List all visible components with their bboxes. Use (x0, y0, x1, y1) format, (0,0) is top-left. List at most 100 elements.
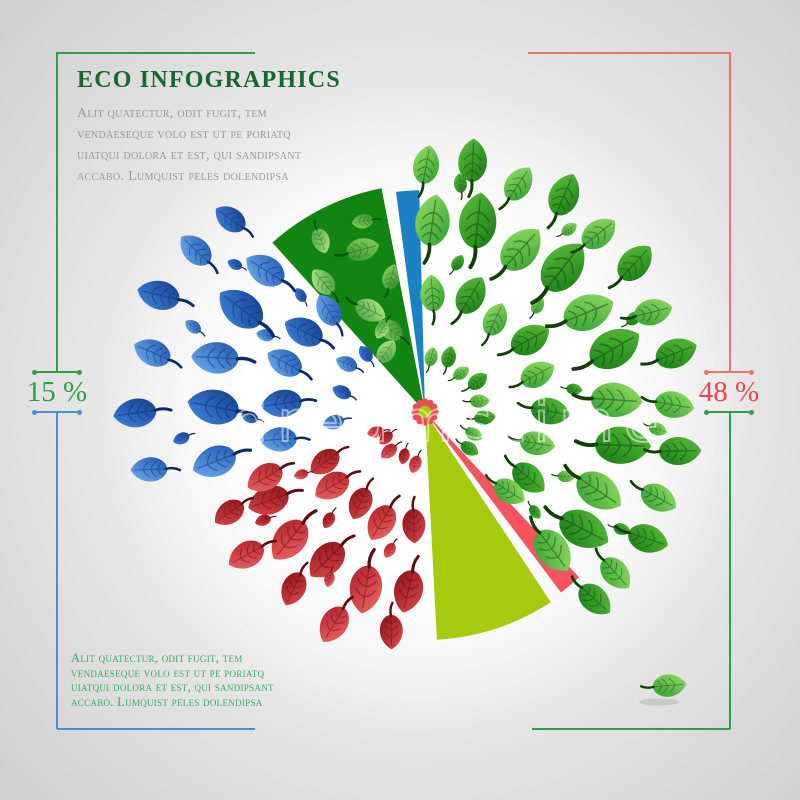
leaf (379, 601, 403, 650)
leaf (507, 431, 555, 456)
pie-center-hub (411, 398, 439, 426)
leaf (413, 145, 439, 198)
leaf (185, 319, 206, 337)
leaf (310, 445, 350, 475)
tick-left-top (32, 369, 82, 375)
leaf (508, 361, 555, 389)
leaf (260, 427, 311, 452)
leaf (323, 414, 352, 430)
leaf (367, 494, 401, 540)
leaf (516, 397, 571, 425)
leaf (215, 496, 255, 525)
leaf (465, 410, 496, 425)
leaf (498, 167, 533, 211)
leaf (348, 477, 375, 520)
leaf (607, 245, 652, 290)
leaf (309, 534, 356, 578)
leaf (284, 317, 336, 350)
leaf (281, 561, 309, 606)
leaf (448, 255, 464, 275)
leaf (382, 264, 400, 299)
leaf (219, 289, 276, 338)
leaf (409, 449, 422, 474)
footer-line-3: uiatqui dolora et est, qui sandipsant (71, 680, 274, 694)
leaf (570, 218, 616, 254)
leaf (130, 457, 182, 482)
footer-line-4: accabo. Lumquist peles dolendipsa (71, 694, 263, 709)
leaf (453, 173, 467, 201)
connector-left-blue-vertical (56, 413, 58, 729)
leaf (420, 274, 445, 326)
blue-sliver-wedge (396, 190, 425, 412)
bracket-bottom-left-horizontal (57, 728, 255, 730)
leaf (424, 347, 438, 373)
lime-wedge (425, 412, 551, 640)
leaf (246, 254, 297, 293)
intro-line-4: accabo. Lumquist peles dolendipsa (77, 169, 289, 184)
leaf (629, 480, 677, 512)
intro-paragraph: Alit quatectur, odit fugit, tem vendaese… (77, 103, 327, 187)
leaf (345, 296, 386, 322)
leaf (447, 366, 469, 382)
leaf (228, 539, 277, 569)
leaf (527, 500, 541, 519)
leaf (459, 424, 483, 441)
leaf (333, 238, 380, 262)
leaf (215, 206, 255, 238)
leaf (322, 507, 337, 529)
leaf (415, 194, 450, 265)
leaf (134, 339, 183, 369)
footer-paragraph: Alit quatectur, odit fugit, tem vendaese… (71, 651, 291, 709)
leaf (191, 342, 257, 374)
tick-right-top (704, 369, 754, 375)
bracket-bottom-right-horizontal (532, 728, 730, 730)
leaf (295, 288, 308, 307)
corner-leaf-icon (639, 674, 687, 697)
percent-label-blue-segment: 15 % (26, 376, 88, 408)
footer-line-1: Alit quatectur, odit fugit, tem (71, 651, 243, 665)
leaf (489, 228, 541, 281)
leaf (484, 473, 525, 504)
leaf (458, 138, 487, 198)
leaf (255, 514, 277, 526)
leaf (529, 515, 571, 571)
leaf (192, 445, 253, 477)
leaf (450, 277, 486, 326)
leaf (640, 338, 697, 369)
red-leaf-cluster (215, 426, 426, 650)
leaf (367, 426, 391, 438)
leaf (459, 192, 497, 270)
leaf (381, 441, 403, 459)
leaf (383, 538, 398, 558)
leaf (619, 299, 673, 326)
percent-label-green-segment: 48 % (698, 376, 760, 408)
leaf (137, 280, 195, 311)
leaf (374, 315, 392, 339)
connector-left-green-vertical (56, 52, 58, 372)
leaf (441, 346, 456, 375)
green-leaf-cluster (413, 138, 702, 615)
corner-leaf-shadow (639, 698, 679, 706)
leaf (571, 382, 643, 417)
connector-right-red-vertical (729, 52, 731, 372)
leaf (316, 295, 344, 337)
connector-right-green-vertical (729, 413, 731, 729)
leaf (113, 398, 173, 428)
leaf (261, 389, 318, 418)
leaf (455, 438, 479, 456)
leaf (332, 385, 358, 401)
leaf (271, 509, 318, 560)
leaf (560, 383, 583, 395)
bracket-top-right-horizontal (528, 52, 730, 54)
leaf (642, 437, 702, 466)
leaf (642, 422, 667, 436)
intro-line-2: vendaeseque volo est ut pe poriatq (77, 127, 291, 142)
leaf (398, 442, 410, 465)
leaf (480, 303, 507, 347)
tick-left-bottom (32, 409, 82, 415)
leaf (594, 547, 631, 589)
leaf (358, 346, 375, 368)
leaf (639, 674, 687, 697)
leaf (247, 461, 296, 492)
